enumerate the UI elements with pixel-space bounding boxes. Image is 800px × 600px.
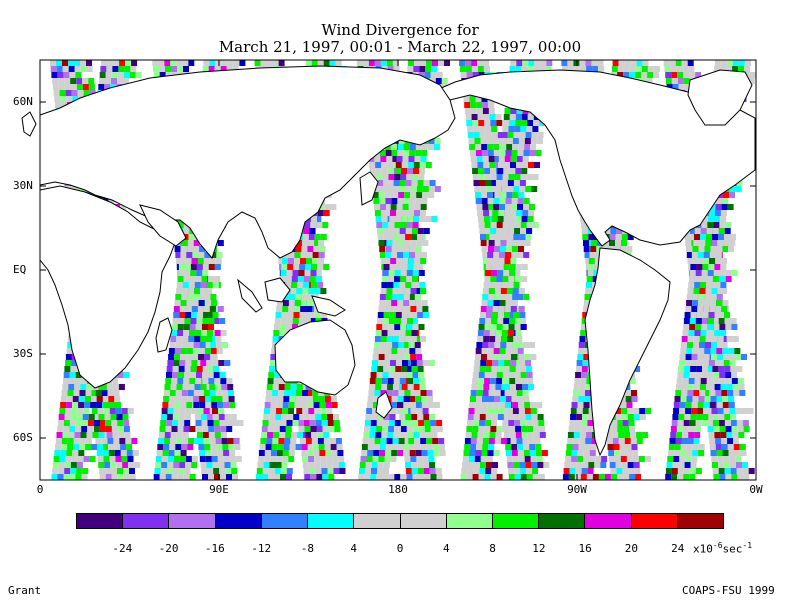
colorbar-cell xyxy=(400,514,447,528)
north-america-east xyxy=(430,69,756,247)
colorbar-label: 20 xyxy=(624,542,639,555)
colorbar-cell xyxy=(539,514,586,528)
colorbar-cell xyxy=(446,514,493,528)
new-zealand xyxy=(375,391,393,419)
lon-label-0w: 0W xyxy=(749,483,763,496)
colorbar-cell xyxy=(677,514,724,528)
colorbar-cell xyxy=(354,514,401,528)
colorbar-label: -16 xyxy=(204,542,225,555)
colorbar-label: 12 xyxy=(532,542,546,555)
colorbar-label: 0 xyxy=(396,542,404,555)
lon-label-90e: 90E xyxy=(209,483,229,496)
colorbar-label: 16 xyxy=(578,542,592,555)
author-label: Grant xyxy=(8,584,42,597)
colorbar-cell xyxy=(77,514,124,528)
colorbar-cell xyxy=(169,514,216,528)
colorbar-label: 4 xyxy=(350,542,358,555)
colorbar-cell xyxy=(631,514,678,528)
lat-label-eq: EQ xyxy=(13,263,27,276)
colorbar-label: 24 xyxy=(671,542,685,555)
colorbar-label: 8 xyxy=(489,542,496,555)
colorbar xyxy=(76,513,724,529)
credit-label: COAPS-FSU 1999 xyxy=(682,584,775,597)
axis-ticks xyxy=(39,60,757,480)
colorbar-cell xyxy=(215,514,262,528)
units-base: x10 xyxy=(693,542,713,556)
map-title-line-1: Wind Divergence for xyxy=(321,21,479,39)
units-exp-1: -6 xyxy=(712,541,723,550)
africa xyxy=(39,185,177,389)
japan xyxy=(359,171,379,206)
colorbar-label: -8 xyxy=(300,542,315,555)
colorbar-label: 4 xyxy=(442,542,450,555)
lat-label-30s: 30S xyxy=(13,347,33,360)
new-guinea xyxy=(311,295,346,317)
colorbar-cell xyxy=(585,514,632,528)
colorbar-cell xyxy=(261,514,309,528)
australia xyxy=(274,319,356,396)
lon-label-180: 180 xyxy=(388,483,408,496)
lat-label-30n: 30N xyxy=(13,179,33,192)
colorbar-label: -24 xyxy=(112,542,133,555)
arabia xyxy=(139,204,187,247)
colorbar-label: -12 xyxy=(251,542,272,555)
colorbar-label: -20 xyxy=(158,542,179,555)
south-america xyxy=(584,247,671,457)
colorbar-cell xyxy=(308,514,355,528)
units-exp-2: -1 xyxy=(742,541,753,550)
lon-label-90w: 90W xyxy=(567,483,587,496)
borneo xyxy=(264,277,291,303)
sumatra xyxy=(237,278,263,313)
madagascar xyxy=(155,317,173,353)
colorbar-cell xyxy=(492,514,540,528)
lat-label-60s: 60S xyxy=(13,431,33,444)
greenland xyxy=(687,69,753,126)
colorbar-units: x10-6sec-1 xyxy=(693,541,752,556)
land-outlines xyxy=(21,65,756,457)
lat-label-60n: 60N xyxy=(13,95,33,108)
colorbar-cell xyxy=(123,514,170,528)
lon-label-0: 0 xyxy=(36,483,44,496)
units-sec: sec xyxy=(722,542,743,556)
british-isles xyxy=(21,111,37,137)
map-title-line-2: March 21, 1997, 00:01 - March 22, 1997, … xyxy=(218,38,582,56)
